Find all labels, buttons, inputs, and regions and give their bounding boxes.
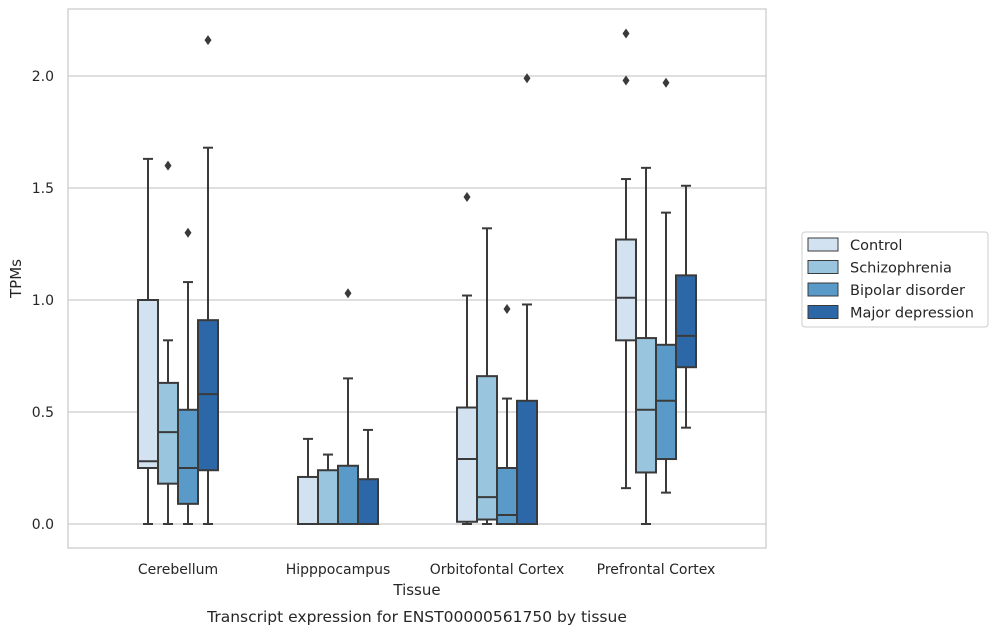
outlier-point [622, 28, 630, 39]
box [675, 274, 697, 369]
box [456, 406, 478, 523]
outlier-point [344, 288, 352, 299]
y-tick-label: 0.0 [32, 517, 54, 533]
outlier-point [463, 191, 471, 202]
box-control [615, 28, 637, 490]
box [137, 299, 159, 469]
legend-label: Schizophrenia [850, 261, 952, 277]
box [337, 464, 359, 526]
box-major-depression [197, 35, 219, 525]
y-tick-label: 1.0 [32, 293, 54, 309]
outlier-point [204, 35, 212, 46]
box-schizophrenia [476, 227, 498, 525]
legend-swatch [807, 260, 839, 274]
box-major-depression [675, 184, 697, 429]
legend-label: Control [850, 238, 902, 254]
x-tick-label: Cerebellum [138, 562, 218, 578]
box [655, 343, 677, 461]
box [297, 475, 319, 525]
x-tick-label: Prefrontal Cortex [597, 562, 716, 578]
box [197, 319, 219, 472]
legend-frame [801, 231, 989, 328]
box [317, 469, 339, 525]
box-major-depression [516, 73, 538, 525]
x-tick-labels: Cerebellum Hipppocampus Orbitofontal Corte… [138, 562, 715, 578]
box [157, 381, 179, 485]
plot-frame [67, 8, 767, 549]
box-schizophrenia [635, 166, 657, 525]
box-schizophrenia [317, 453, 339, 525]
box-bipolar-disorder [337, 288, 359, 526]
box-major-depression [357, 428, 379, 526]
outlier-point [662, 77, 670, 88]
box-schizophrenia [157, 160, 179, 525]
box-series [137, 28, 697, 526]
box-control [137, 157, 159, 525]
box [476, 375, 498, 521]
outlier-point [184, 227, 192, 238]
outlier-point [523, 73, 531, 84]
y-tick-label: 2.0 [32, 69, 54, 85]
outlier-point [503, 303, 511, 314]
y-tick-labels: 0.0 0.5 1.0 1.5 2.0 [32, 69, 54, 533]
chart-caption: Transcript expression for ENST0000056175… [206, 608, 627, 626]
legend-swatch [807, 282, 839, 297]
x-tick-label: Hipppocampus [286, 562, 391, 578]
legend-label: Bipolar disorder [850, 283, 965, 299]
box [516, 399, 538, 525]
box [615, 238, 637, 342]
box [177, 408, 199, 505]
box-bipolar-disorder [177, 227, 199, 525]
legend-swatch [807, 237, 839, 252]
box [635, 337, 657, 474]
legend-label: Major depression [850, 306, 974, 322]
box-control [297, 437, 319, 525]
x-tick-label: Orbitofontal Cortex [430, 562, 565, 578]
box-bipolar-disorder [655, 77, 677, 494]
x-axis-label: Tissue [392, 581, 440, 599]
legend: Control Schizophrenia Bipolar disorder Majo… [801, 231, 989, 328]
box-control [456, 191, 478, 525]
outlier-point [164, 160, 172, 171]
legend-swatch [807, 305, 839, 319]
box [357, 478, 379, 526]
y-tick-label: 1.5 [32, 181, 54, 197]
y-axis-label: TPMs [7, 259, 25, 299]
outlier-point [622, 75, 630, 86]
y-tick-label: 0.5 [32, 405, 54, 421]
